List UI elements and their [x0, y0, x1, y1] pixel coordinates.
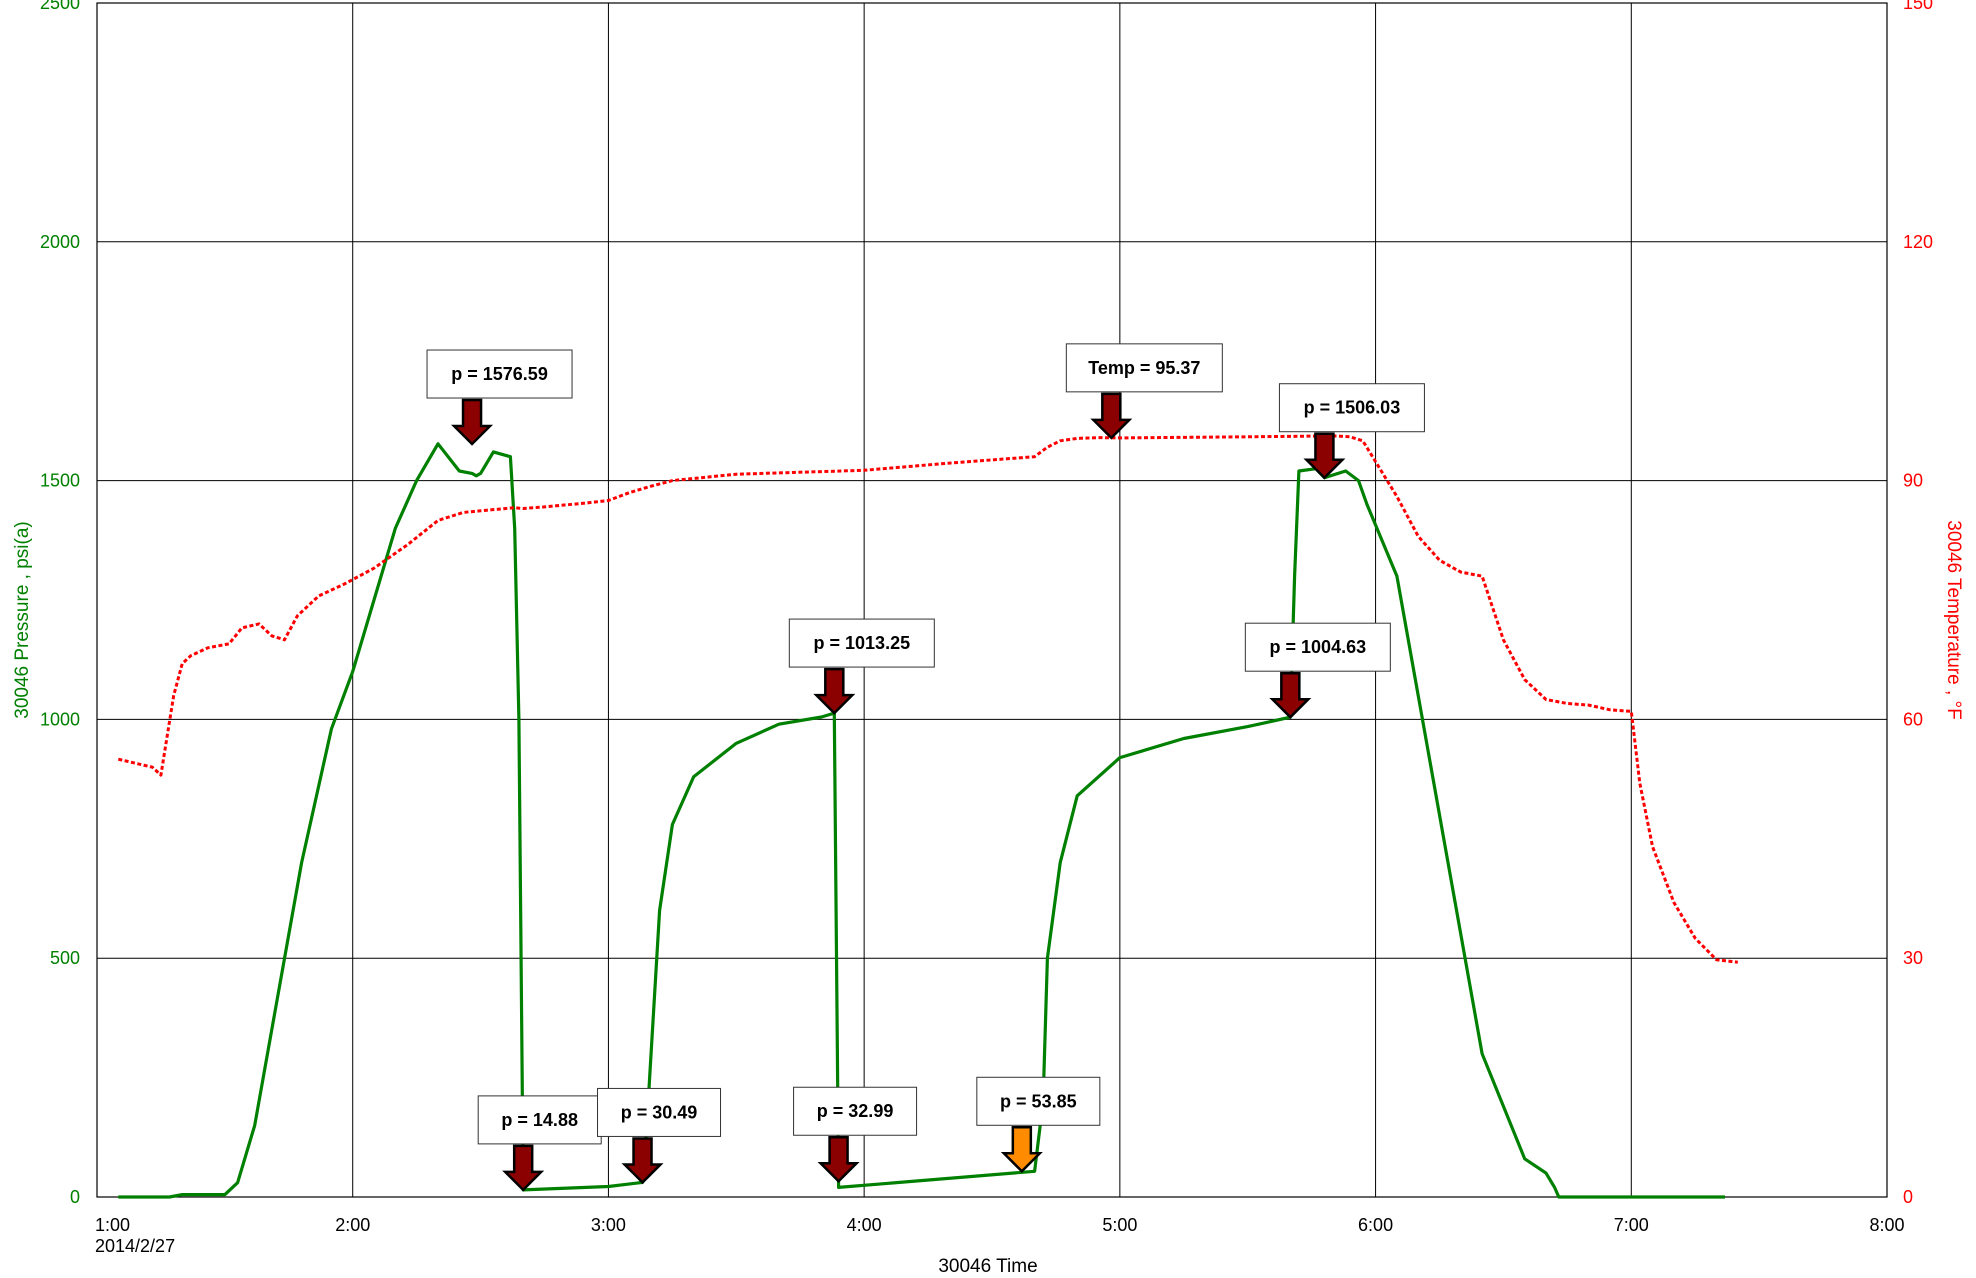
y-right-tick-label: 30 — [1903, 948, 1923, 968]
annotation-label: p = 53.85 — [1000, 1091, 1077, 1111]
y-left-tick-label: 0 — [70, 1187, 80, 1207]
annotation-box — [1278, 383, 1425, 433]
annotation: p = 1013.25 — [788, 618, 935, 715]
annotation-label: p = 32.99 — [817, 1101, 894, 1121]
y-right-tick-label: 150 — [1903, 0, 1933, 13]
annotation: Temp = 95.37 — [1065, 343, 1223, 440]
y-left-tick-label: 2500 — [40, 0, 80, 13]
y-left-tick-label: 1500 — [40, 471, 80, 491]
grid — [96, 2, 1888, 1198]
annotation-box — [788, 618, 935, 668]
annotation-label: p = 14.88 — [501, 1110, 578, 1130]
annotation-arrow — [1303, 432, 1346, 480]
annotation: p = 30.49 — [597, 1087, 722, 1185]
annotation-label: p = 1004.63 — [1270, 637, 1367, 657]
annotation-arrow — [621, 1137, 664, 1185]
annotation-box — [477, 1095, 602, 1145]
x-axis-title: 30046 Time — [938, 1256, 1037, 1277]
annotation: p = 53.85 — [976, 1076, 1101, 1174]
y-right-tick-label: 120 — [1903, 232, 1933, 252]
x-tick-label: 5:00 — [1102, 1215, 1137, 1235]
series-layer — [117, 434, 1738, 1199]
annotation-label: p = 1013.25 — [814, 633, 911, 653]
annotation-box — [976, 1076, 1101, 1126]
annotation-arrow — [502, 1144, 545, 1192]
y-right-axis-title: 30046 Temperature , °F — [1943, 520, 1964, 719]
annotation: p = 14.88 — [477, 1095, 602, 1192]
y-left-axis-title: 30046 Pressure , psi(a) — [12, 521, 33, 719]
x-tick-label: 7:00 — [1614, 1215, 1649, 1235]
annotation-label: p = 1576.59 — [451, 364, 548, 384]
annotation-box — [597, 1087, 722, 1137]
annotation-arrow — [1269, 671, 1312, 719]
annotation: p = 1576.59 — [426, 349, 573, 446]
annotation-box — [1065, 343, 1223, 393]
y-right-tick-label: 60 — [1903, 709, 1923, 729]
y-right-tick-label: 90 — [1903, 471, 1923, 491]
x-tick-label: 8:00 — [1869, 1215, 1904, 1235]
pressure-series-line — [118, 442, 1725, 1199]
annotation: p = 1506.03 — [1278, 383, 1425, 480]
annotations: p = 1576.59 p = 14.88 p = 30.49 p = 1013.25… — [426, 343, 1425, 1192]
y-left-tick-label: 2000 — [40, 232, 80, 252]
annotation-label: Temp = 95.37 — [1088, 358, 1200, 378]
annotation-arrow — [451, 398, 494, 446]
y-left-tick-label: 500 — [50, 948, 80, 968]
y-right-tick-label: 0 — [1903, 1187, 1913, 1207]
x-date-label: 2014/2/27 — [95, 1236, 175, 1256]
x-tick-label: 1:00 — [95, 1215, 130, 1235]
x-tick-label: 3:00 — [591, 1215, 626, 1235]
temperature-series-line — [117, 434, 1738, 964]
annotation-arrow — [1000, 1126, 1043, 1174]
y-left-tick-label: 1000 — [40, 709, 80, 729]
x-tick-label: 4:00 — [847, 1215, 882, 1235]
x-tick-label: 2:00 — [335, 1215, 370, 1235]
annotation-arrow — [817, 1135, 860, 1184]
annotation-label: p = 1506.03 — [1304, 398, 1401, 418]
annotation-box — [426, 349, 573, 399]
annotation: p = 32.99 — [793, 1086, 918, 1184]
annotation-arrow — [1090, 392, 1133, 440]
annotation-arrow — [813, 667, 856, 715]
annotation-box — [793, 1086, 918, 1136]
axes: 0 500 1000 1500 2000 2500 0 30 60 90 120 150 1:00 2:0… — [12, 0, 1964, 1277]
annotation-label: p = 30.49 — [621, 1102, 698, 1122]
x-tick-label: 6:00 — [1358, 1215, 1393, 1235]
plot-border — [96, 2, 1888, 1198]
annotation-box — [1244, 622, 1391, 672]
annotation: p = 1004.63 — [1244, 622, 1391, 719]
